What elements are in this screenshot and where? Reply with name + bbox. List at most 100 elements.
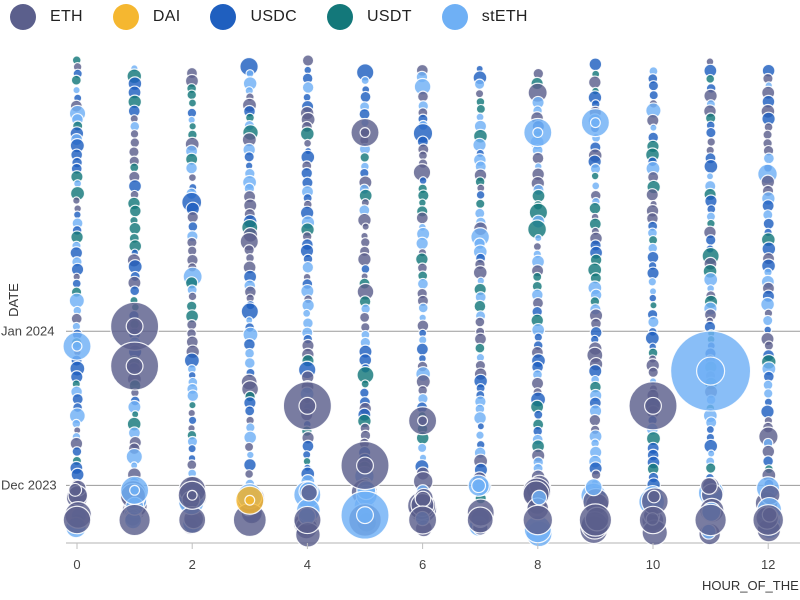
data-point (578, 503, 613, 537)
data-point (188, 400, 197, 410)
data-point (647, 277, 658, 287)
data-point (414, 490, 432, 508)
data-point (244, 469, 255, 479)
x-axis-title: HOUR_OF_THE (702, 578, 799, 593)
data-point (360, 379, 370, 389)
data-point (303, 138, 313, 148)
data-point (359, 152, 370, 163)
data-point (645, 188, 659, 202)
data-point (587, 75, 602, 90)
data-point (647, 315, 660, 329)
notable-point-core (589, 117, 601, 129)
data-point (187, 444, 197, 454)
legend-item-steth[interactable]: stETH (441, 4, 528, 30)
data-point (187, 291, 198, 302)
data-point (534, 233, 543, 243)
data-point (244, 347, 256, 359)
data-point (358, 107, 371, 121)
data-point (763, 340, 775, 351)
data-point (415, 236, 429, 251)
x-tick-label: 2 (189, 557, 196, 572)
data-point (187, 98, 198, 108)
legend-swatch-usdc (210, 4, 237, 30)
legend: ETH DAI USDC USDT stETH (10, 4, 558, 30)
data-point (647, 489, 661, 504)
data-point (700, 476, 718, 495)
data-point (359, 311, 371, 323)
legend-swatch-eth (10, 4, 36, 30)
data-point (188, 122, 197, 131)
legend-label-usdt: USDT (367, 8, 412, 25)
data-point (647, 366, 659, 379)
data-point (301, 439, 315, 453)
data-point (705, 73, 716, 84)
data-point (72, 85, 81, 95)
data-point (591, 181, 601, 191)
data-point (705, 172, 715, 181)
data-point (128, 204, 142, 218)
y-tick-label-bg (0, 476, 66, 494)
legend-item-usdt[interactable]: USDT (327, 4, 412, 30)
data-point (129, 129, 140, 139)
legend-swatch-dai (112, 4, 139, 30)
y-axis-title: DATE (6, 283, 21, 317)
data-point (475, 198, 486, 209)
data-point (416, 442, 428, 454)
data-point (299, 126, 315, 142)
notable-point-core (359, 127, 371, 139)
data-point (762, 129, 773, 140)
notable-point-core (244, 494, 256, 506)
data-point (705, 126, 717, 139)
data-point (473, 78, 486, 90)
data-point (131, 410, 140, 419)
data-point (588, 201, 602, 215)
data-point (706, 137, 717, 147)
data-point (533, 332, 544, 343)
data-point (186, 459, 198, 471)
notable-point-core (71, 340, 83, 352)
data-point (186, 389, 200, 403)
data-point (752, 504, 785, 536)
legend-label-steth: stETH (481, 8, 528, 25)
notable-point-core (186, 489, 198, 501)
legend-swatch-usdt (327, 4, 354, 30)
data-point (707, 449, 716, 458)
data-point (694, 503, 727, 537)
data-point (476, 422, 485, 431)
data-point (243, 151, 255, 163)
y-tick-label: Dec 2023 (1, 477, 57, 492)
data-point (408, 505, 438, 535)
data-point (475, 430, 485, 440)
legend-item-dai[interactable]: DAI (112, 4, 181, 30)
notable-point-core (532, 127, 544, 139)
data-point (531, 489, 548, 506)
legend-item-usdc[interactable]: USDC (210, 4, 297, 30)
data-point (762, 388, 774, 399)
data-point (703, 158, 719, 174)
data-point (360, 75, 370, 86)
data-point (301, 54, 315, 67)
data-point (187, 415, 198, 426)
data-point (70, 74, 82, 86)
legend-label-eth: ETH (50, 8, 83, 25)
data-point (475, 103, 487, 115)
notable-point-core (356, 456, 375, 475)
data-point (187, 221, 199, 233)
data-point (649, 301, 658, 310)
data-point (244, 405, 256, 417)
data-point (302, 308, 312, 318)
data-point (62, 505, 92, 535)
data-point (471, 478, 487, 494)
notable-point-core (356, 506, 375, 525)
data-point (474, 316, 486, 328)
data-point (128, 221, 142, 235)
data-point (590, 171, 600, 181)
data-point (359, 387, 370, 399)
data-point (300, 483, 318, 502)
notable-point-core (125, 317, 144, 336)
legend-item-eth[interactable]: ETH (10, 4, 83, 30)
x-tick-label: 12 (761, 557, 775, 572)
data-point (533, 409, 544, 420)
